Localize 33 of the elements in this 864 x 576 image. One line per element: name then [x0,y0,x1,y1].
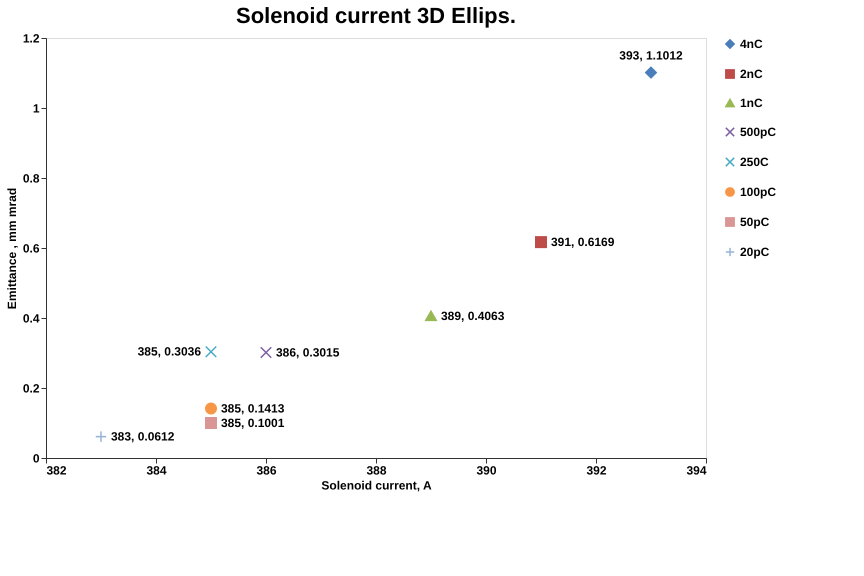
x-tick-label: 384 [146,464,167,478]
data-label: 385, 0.1413 [221,402,285,416]
legend-label: 2nC [740,67,764,81]
data-label: 393, 1.1012 [619,48,684,63]
legend-label: 500pC [740,125,776,139]
y-axis-title: Emittance , mm mrad [4,188,19,310]
y-tick-label: 0.6 [22,242,40,256]
x-tick-label: 386 [256,464,277,478]
data-label: 386, 0.3015 [276,345,340,360]
x-tick-label: 394 [686,464,707,478]
x-axis-title: Solenoid current, A [321,478,432,492]
y-tick-label: 1.2 [22,32,40,46]
data-label: 385, 0.3036 [138,344,202,359]
legend-label: 50pC [740,215,770,229]
x-tick-label: 392 [586,464,607,478]
x-tick-label: 390 [476,464,497,478]
y-tick-label: 0.2 [22,382,40,396]
y-tick-label: 0.4 [22,312,40,326]
chart-title: Solenoid current 3D Ellips. [236,3,516,28]
y-tick-label: 0 [32,452,40,466]
y-tick-label: 0.8 [22,172,40,186]
legend-label: 250C [740,155,770,169]
x-tick-label: 382 [46,464,67,478]
data-label: 383, 0.0612 [111,430,175,444]
legend-label: 100pC [740,185,776,199]
data-label: 385, 0.1001 [221,416,285,430]
legend-label: 4nC [740,37,764,51]
data-label: 391, 0.6169 [551,235,615,250]
data-label: 389, 0.4063 [441,308,505,323]
legend-label: 20pC [740,245,770,259]
y-tick-label: 1 [32,102,40,116]
x-tick-label: 388 [366,464,387,478]
legend-label: 1nC [740,96,764,110]
